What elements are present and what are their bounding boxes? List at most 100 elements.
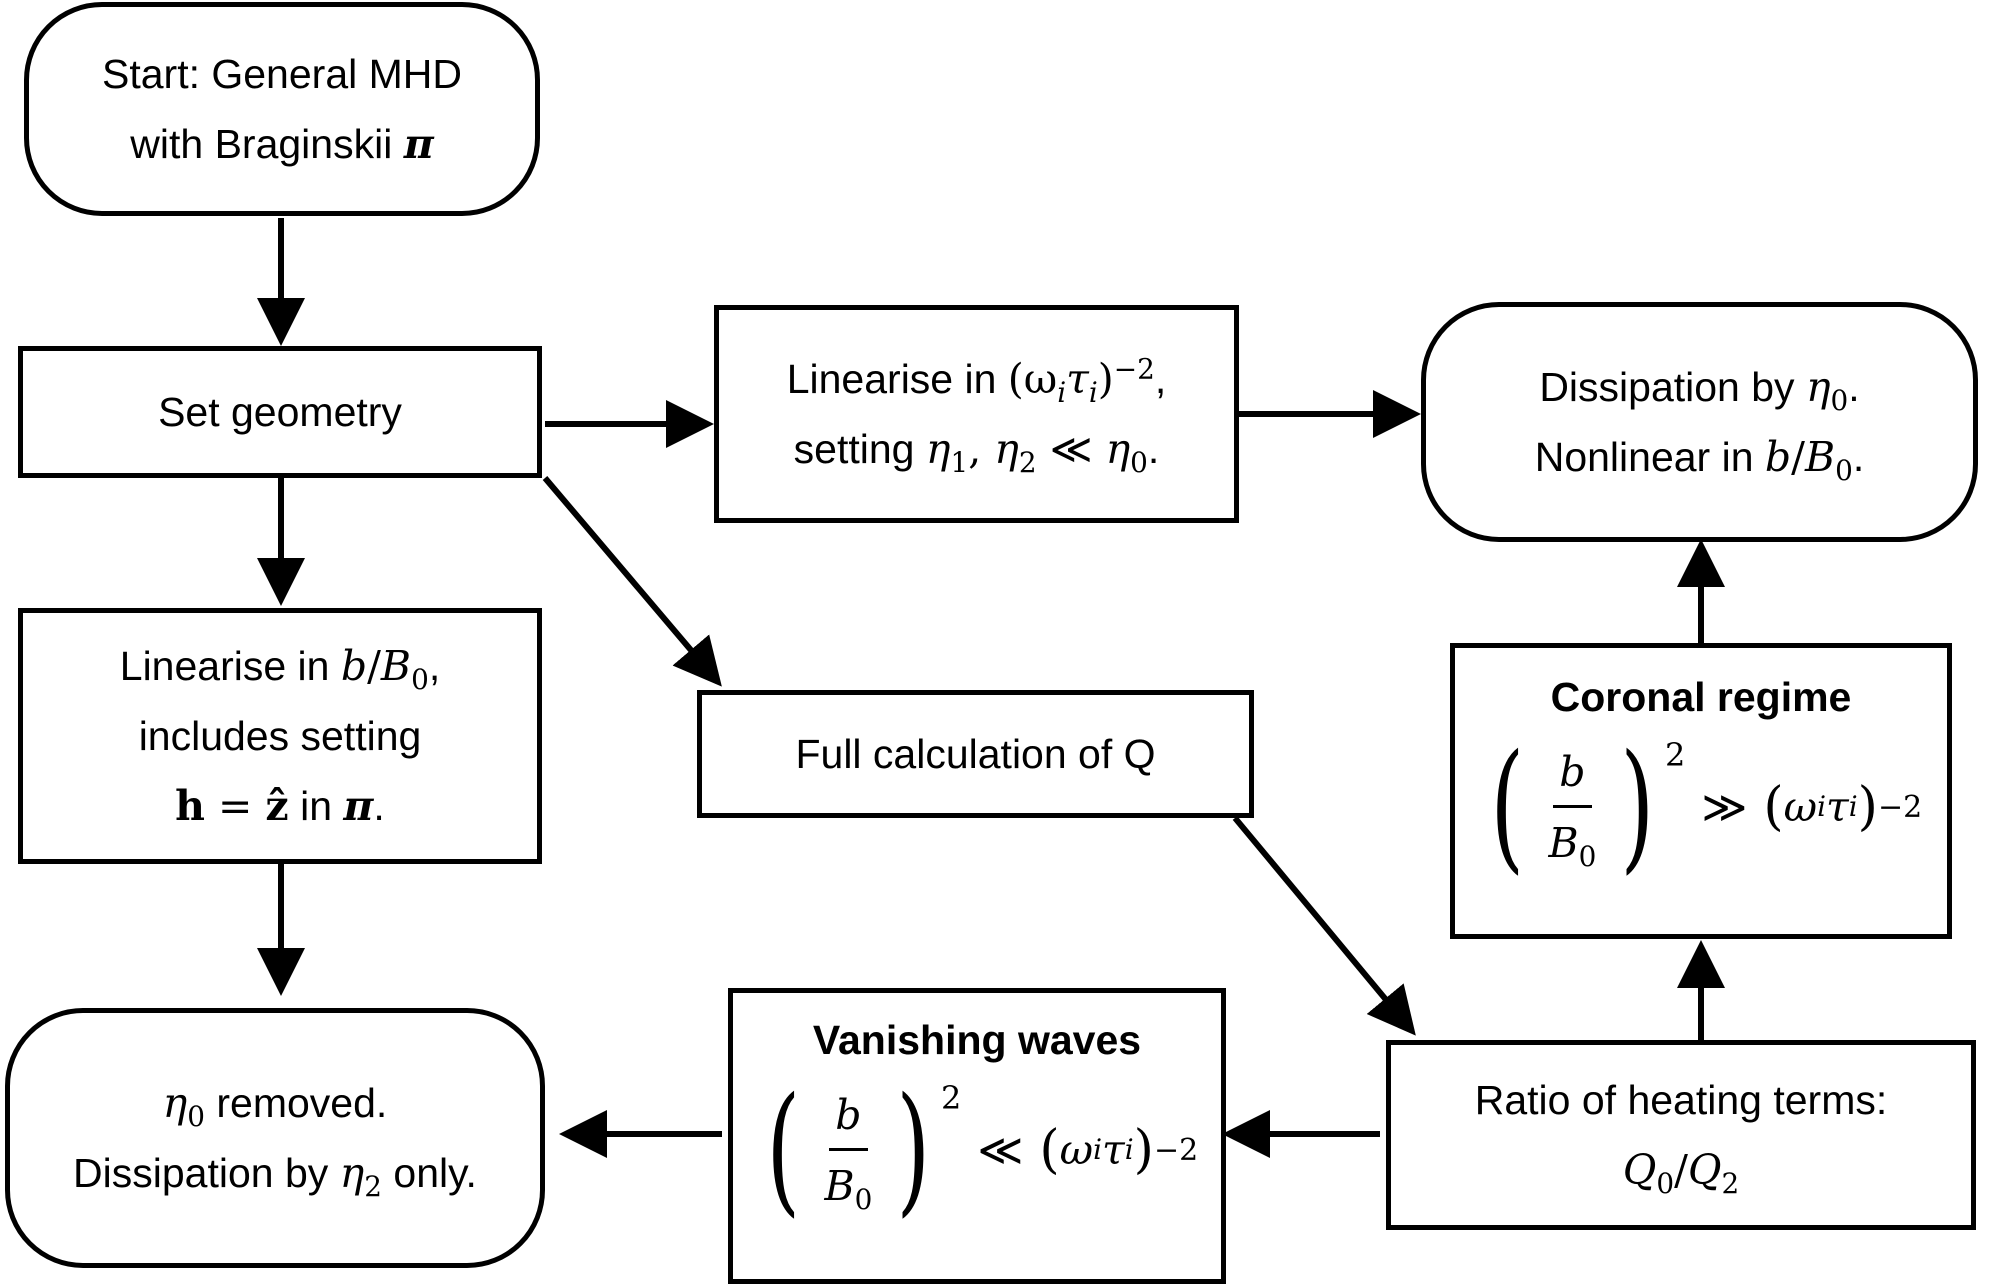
B-symbol: B	[1548, 818, 1579, 867]
fraction: b B0	[1542, 743, 1602, 872]
eta-symbol: η	[162, 1079, 188, 1127]
exponent: −2	[1113, 352, 1155, 386]
linearise-b-node: Linearise in b/B0, includes setting h = …	[18, 608, 542, 864]
dissipation-line2: Nonlinear in b/B0.	[1535, 422, 1865, 492]
sub-0: 0	[1656, 1167, 1675, 1201]
linearise-b-line1: Linearise in b/B0,	[120, 631, 440, 701]
start-node: Start: General MHD with Braginskii π	[24, 2, 540, 216]
omega-paren-open: (	[1763, 777, 1784, 837]
sub-1: 1	[950, 446, 969, 480]
pi-symbol: π	[343, 782, 374, 830]
period: .	[1848, 364, 1860, 410]
period: .	[1852, 434, 1865, 480]
b-symbol: b	[340, 642, 368, 690]
eta-symbol-2: η	[339, 1149, 365, 1197]
numerator: b	[1553, 743, 1592, 808]
sub-2: 2	[364, 1170, 382, 1204]
omega-symbol: ω	[1059, 1126, 1094, 1174]
vanishing-waves-node: Vanishing waves ( b B0 ) 2 ≪ (ω i τ i) −2	[728, 988, 1226, 1284]
ratio-node: Ratio of heating terms: Q0/Q2	[1386, 1040, 1976, 1230]
left-paren: (	[766, 1068, 801, 1231]
equals: =	[204, 782, 266, 830]
sub-2: 2	[1018, 446, 1037, 480]
period: .	[373, 783, 385, 829]
relation: ≫	[1701, 781, 1748, 833]
set-geometry-node: Set geometry	[18, 346, 542, 478]
arrow-geometry-to-full-calc	[542, 476, 722, 687]
sub-i: i	[1057, 376, 1067, 410]
left-paren: (	[1490, 725, 1525, 888]
sub-0: 0	[1830, 384, 1849, 418]
b-symbol: b	[1764, 433, 1792, 481]
start-line2: with Braginskii π	[130, 109, 433, 179]
dissipation-text: Dissipation by	[73, 1150, 340, 1196]
dissipation-eta0-node: Dissipation by η0. Nonlinear in b/B0.	[1421, 302, 1978, 542]
omega-symbol: ω	[1783, 783, 1818, 831]
sub-2: 2	[1721, 1167, 1740, 1201]
omega-paren-close: )	[1133, 1120, 1154, 1180]
linearise-text: Linearise in	[119, 643, 341, 689]
nonlinear-text: Nonlinear in	[1534, 434, 1765, 480]
in-text: in	[288, 783, 344, 829]
B-symbol: B	[1804, 433, 1836, 481]
z-hat: ẑ	[265, 782, 289, 830]
fraction: b B0	[818, 1086, 878, 1215]
omega-paren-close: )	[1857, 777, 1878, 837]
exponent-left: 2	[940, 1079, 962, 1117]
coronal-regime-node: Coronal regime ( b B0 ) 2 ≫ (ω i τ i) −2	[1450, 643, 1952, 939]
sub-0: 0	[1130, 446, 1148, 480]
Q-symbol-2: Q	[1687, 1146, 1722, 1194]
right-paren: )	[896, 1068, 931, 1231]
B-symbol: B	[824, 1161, 855, 1210]
full-calc-label: Full calculation of Q	[795, 731, 1156, 777]
arrow-full-calc-to-ratio	[1232, 816, 1416, 1036]
slash: /	[1674, 1146, 1688, 1194]
relation: ≪	[977, 1124, 1024, 1176]
right-paren: )	[1620, 725, 1655, 888]
vanishing-formula: ( b B0 ) 2 ≪ (ω i τ i) −2	[766, 1068, 1199, 1231]
denominator: B0	[1542, 808, 1602, 872]
tau-symbol: τ	[1826, 783, 1849, 831]
tau-symbol: τ	[1102, 1126, 1125, 1174]
pi-symbol: π	[403, 120, 434, 168]
linearise-b-line3: h = ẑ in π.	[175, 771, 385, 841]
sub-0: 0	[187, 1100, 205, 1134]
removed-text: removed.	[205, 1080, 388, 1126]
coronal-title: Coronal regime	[1550, 674, 1852, 720]
eta-symbol: η	[1805, 363, 1831, 411]
slash: /	[367, 642, 381, 690]
omega-open: (ω	[1007, 355, 1058, 403]
sub-0: 0	[1578, 839, 1597, 873]
start-line2-text: with Braginskii	[130, 121, 404, 167]
dissipation-text: Dissipation by	[1539, 364, 1806, 410]
B-symbol: B	[380, 642, 412, 690]
slash: /	[1791, 433, 1805, 481]
eta-0: η	[1105, 425, 1131, 473]
eta-2: η	[994, 425, 1019, 473]
period: .	[1147, 426, 1160, 472]
eta0-removed-line2: Dissipation by η2 only.	[73, 1138, 477, 1208]
setting-text: setting	[793, 426, 926, 472]
full-calc-node: Full calculation of Q	[697, 690, 1254, 818]
paren-close: )	[1097, 355, 1114, 403]
set-geometry-label: Set geometry	[158, 389, 402, 435]
linearise-b-line2: includes setting	[138, 713, 422, 759]
start-line1: Start: General MHD	[102, 51, 462, 97]
comma: ,	[428, 643, 441, 689]
eta-1: η	[925, 425, 951, 473]
ratio-line2: Q0/Q2	[1623, 1135, 1740, 1205]
tau-symbol: τ	[1066, 355, 1089, 403]
much-less-than: ≪	[1036, 425, 1106, 473]
sub-0: 0	[854, 1182, 873, 1216]
exponent-right: −2	[1877, 789, 1923, 825]
sub-i-2: i	[1088, 376, 1098, 410]
eta0-removed-node: η0 removed. Dissipation by η2 only.	[5, 1008, 545, 1268]
linearise-omega-line1: Linearise in (ωiτi)−2,	[787, 344, 1167, 414]
Q-symbol: Q	[1622, 1146, 1657, 1194]
separator: ,	[968, 425, 995, 473]
exponent-right: −2	[1153, 1132, 1199, 1168]
ratio-line1: Ratio of heating terms:	[1474, 1077, 1888, 1123]
linearise-omega-text: Linearise in	[786, 356, 1008, 402]
linearise-omega-node: Linearise in (ωiτi)−2, setting η1, η2 ≪ …	[714, 305, 1239, 523]
